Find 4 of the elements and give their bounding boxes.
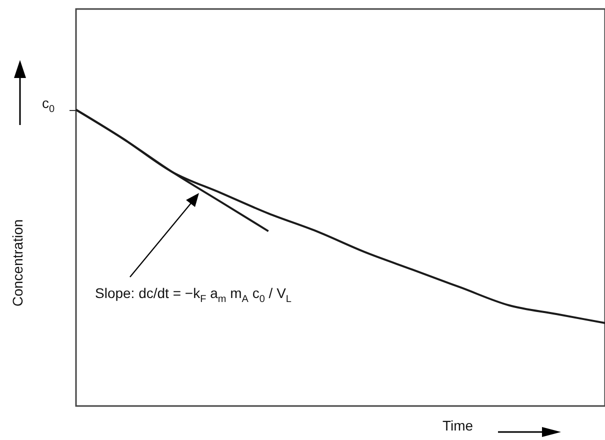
text: c$_{0}$ [42, 94, 55, 115]
x-axis-title: Time [442, 418, 474, 434]
y-axis-title: Concentration [10, 219, 26, 306]
text: Slope: dc/dt = −k$_{F}$ a$_{m}$ m$_{A}$ c$_{0}$ / V$_{L}$ [95, 285, 292, 305]
